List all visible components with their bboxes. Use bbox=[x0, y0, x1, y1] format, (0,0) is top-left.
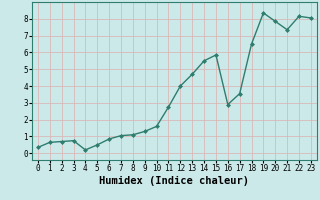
X-axis label: Humidex (Indice chaleur): Humidex (Indice chaleur) bbox=[100, 176, 249, 186]
